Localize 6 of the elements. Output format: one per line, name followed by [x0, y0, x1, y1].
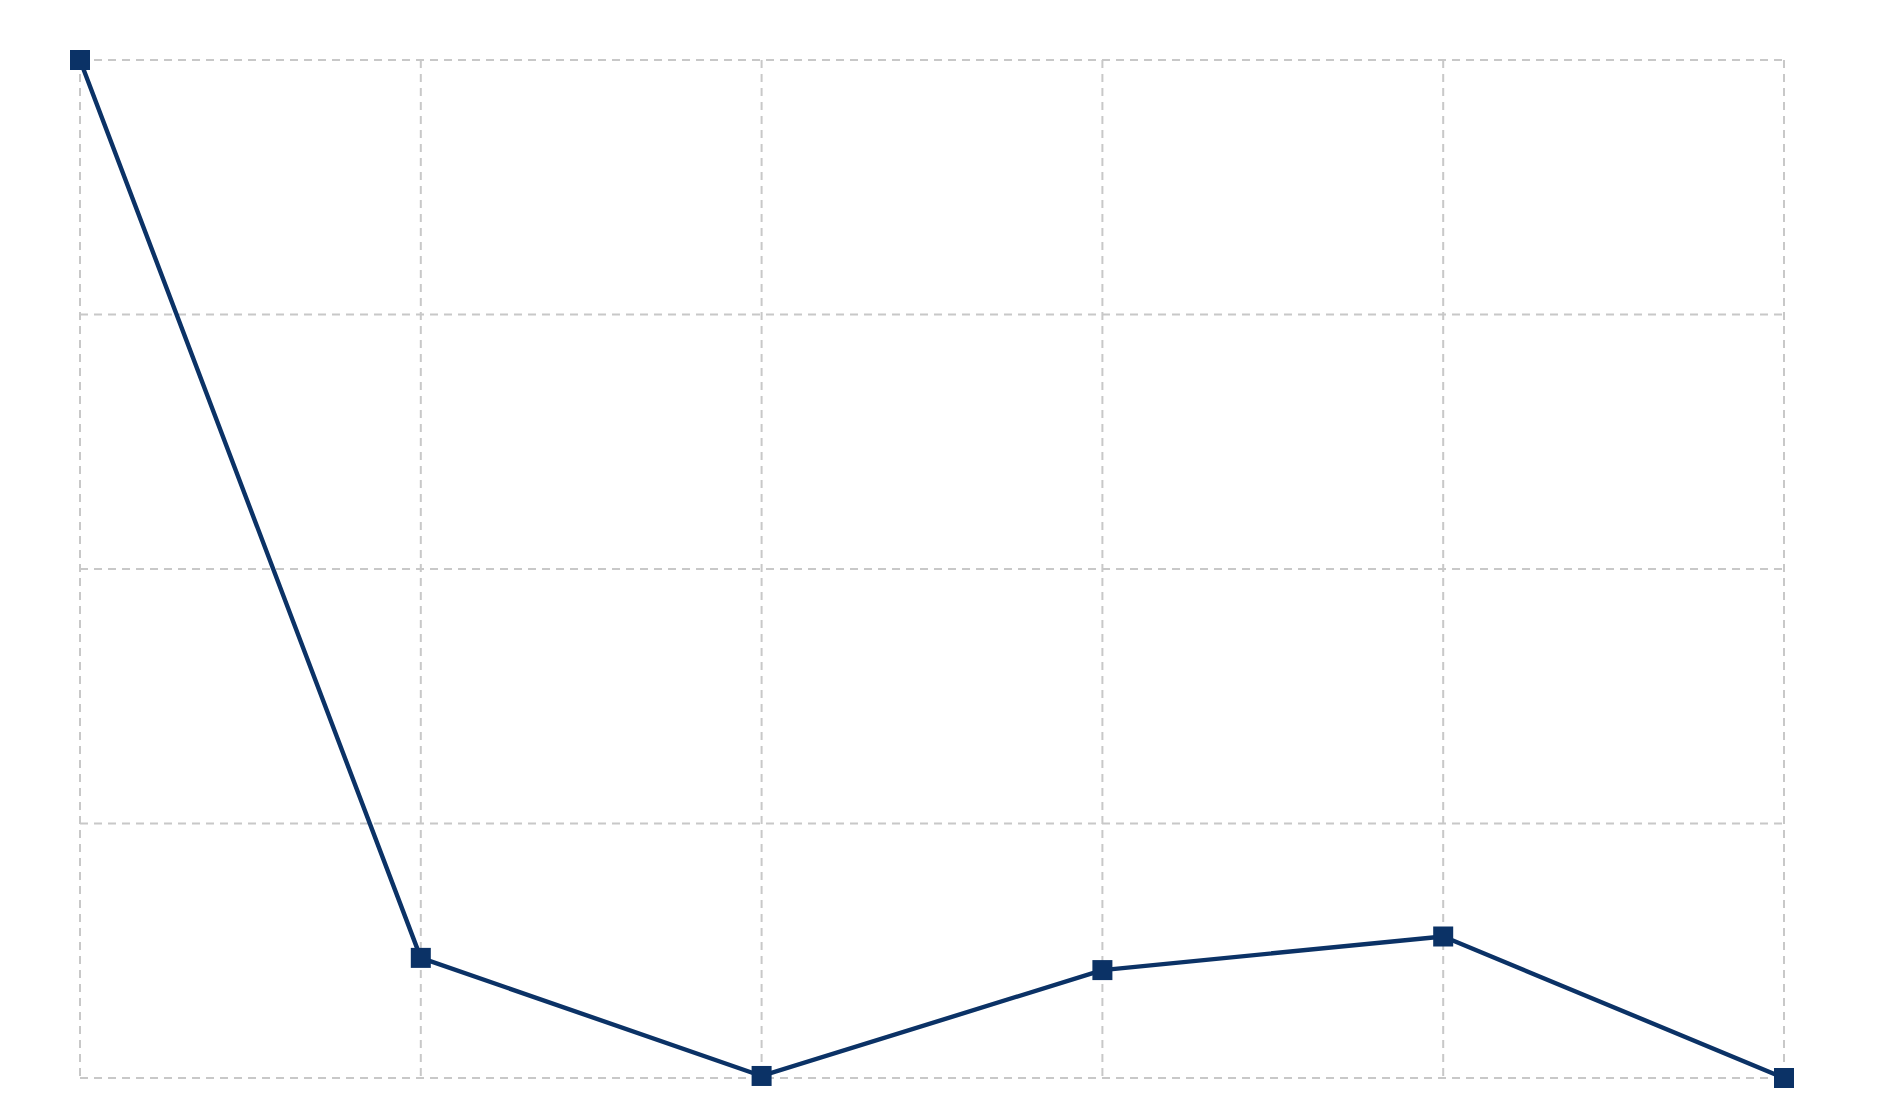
point [410, 947, 431, 968]
point [1092, 960, 1113, 981]
point [70, 50, 90, 70]
point [1433, 926, 1454, 947]
point [1774, 1068, 1794, 1088]
point [751, 1065, 772, 1086]
